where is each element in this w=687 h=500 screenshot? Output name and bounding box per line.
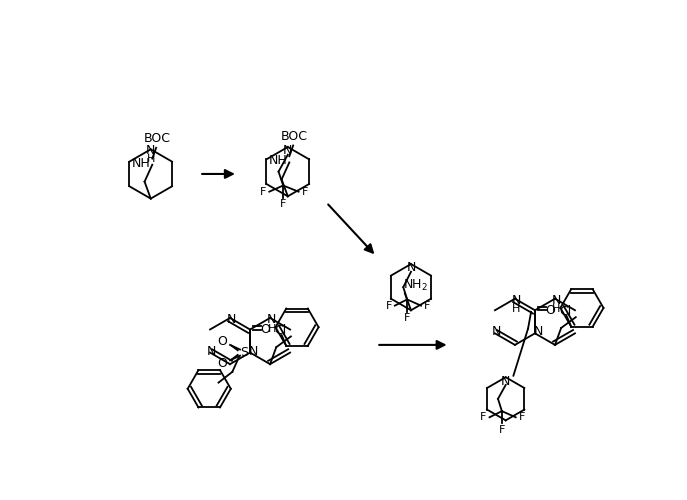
Text: H: H: [146, 154, 155, 164]
Text: N: N: [501, 374, 510, 388]
Text: F: F: [302, 186, 308, 196]
Text: BOC: BOC: [281, 130, 308, 142]
Text: H: H: [267, 324, 275, 334]
Text: O: O: [217, 357, 227, 370]
Text: H: H: [513, 304, 521, 314]
Text: N: N: [492, 326, 501, 338]
Text: NH$_2$: NH$_2$: [403, 278, 428, 293]
Text: F: F: [385, 300, 392, 310]
Text: N: N: [207, 344, 216, 358]
Text: N: N: [146, 144, 155, 158]
Text: BOC: BOC: [144, 132, 171, 145]
Text: Cl: Cl: [274, 324, 286, 337]
Text: NH: NH: [132, 156, 151, 170]
Text: N: N: [406, 262, 416, 274]
Text: F: F: [519, 412, 525, 422]
Text: N: N: [533, 326, 543, 338]
Text: O: O: [217, 336, 227, 348]
Text: F: F: [499, 424, 505, 434]
Text: F: F: [480, 412, 486, 422]
Text: S: S: [240, 346, 248, 359]
Text: N: N: [512, 294, 521, 306]
Text: NH: NH: [269, 154, 288, 168]
Text: Cl: Cl: [559, 304, 571, 318]
Text: F: F: [280, 199, 286, 209]
Text: F: F: [260, 186, 267, 196]
Text: N: N: [249, 344, 258, 358]
Text: F: F: [424, 300, 430, 310]
Text: N: N: [227, 313, 236, 326]
Text: N: N: [552, 294, 561, 306]
Text: N: N: [267, 313, 276, 326]
Text: F: F: [404, 313, 410, 323]
Text: O: O: [260, 323, 271, 336]
Text: H: H: [552, 304, 561, 314]
Text: N: N: [283, 144, 293, 158]
Text: O: O: [545, 304, 555, 317]
